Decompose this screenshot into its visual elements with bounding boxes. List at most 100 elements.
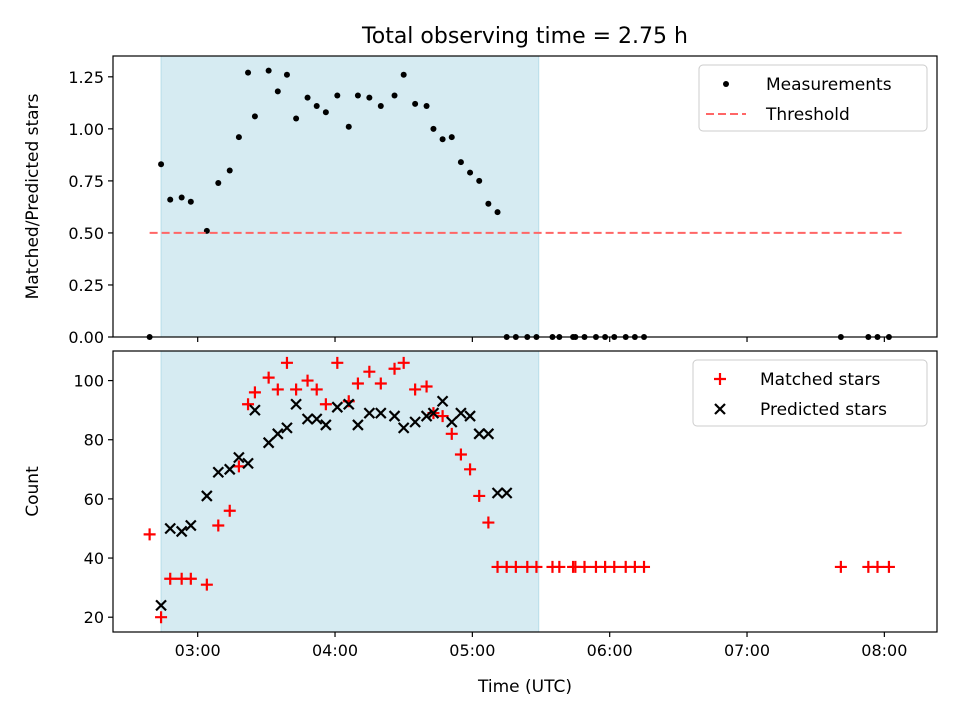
matched-stars-point: [397, 356, 410, 369]
measurement-point: [334, 92, 341, 99]
measurement-point: [439, 136, 446, 143]
matched-stars-point: [530, 560, 543, 573]
predicted-stars-point: [310, 413, 323, 425]
measurement-point: [265, 67, 272, 74]
y-tick-label: 0.00: [68, 328, 104, 347]
measurement-point: [400, 71, 407, 78]
matched-stars-point: [351, 377, 364, 390]
predicted-stars-point: [388, 410, 401, 422]
predicted-stars-point: [455, 407, 467, 419]
matched-stars-point: [223, 504, 236, 517]
y-axis-label: Count: [23, 466, 43, 517]
matched-stars-point: [473, 489, 486, 502]
matched-stars-point: [363, 365, 376, 378]
y-tick-label: 20: [84, 608, 104, 627]
legend-label: Predicted stars: [760, 400, 887, 420]
predicted-stars-point: [331, 401, 344, 413]
x-tick-label: 08:00: [861, 641, 907, 660]
measurement-point: [187, 198, 194, 205]
series-layer: [143, 356, 895, 624]
x-tick-label: 04:00: [312, 641, 358, 660]
measurement-point: [448, 134, 455, 141]
predicted-stars-point: [342, 398, 355, 411]
predicted-stars-point: [420, 410, 433, 422]
matched-stars-point: [164, 572, 177, 585]
figure-title: Total observing time = 2.75 h: [361, 24, 688, 49]
y-tick-label: 1.00: [68, 120, 104, 139]
y-tick-label: 1.25: [68, 68, 104, 87]
measurement-point: [313, 102, 320, 109]
y-tick-label: 0.50: [68, 224, 104, 243]
measurement-point: [354, 92, 361, 99]
legend-label: Measurements: [766, 75, 892, 95]
predicted-stars-point: [409, 416, 421, 428]
matched-stars-point: [578, 560, 591, 573]
matched-stars-point: [271, 383, 284, 396]
matched-stars-point: [420, 380, 433, 393]
matched-stars-point: [232, 460, 245, 473]
measurement-point: [412, 100, 419, 107]
legend-box: [698, 64, 928, 132]
legend: Matched stars Predicted stars: [692, 359, 928, 427]
matched-stars-point: [409, 383, 422, 396]
matched-stars-point: [331, 356, 344, 369]
matched-stars-point: [882, 560, 895, 573]
measurement-point: [494, 209, 501, 216]
measurement-point: [274, 88, 281, 95]
measurement-point: [366, 94, 373, 101]
matched-stars-point: [638, 560, 651, 573]
measurement-point: [476, 177, 483, 184]
predicted-stars-point: [320, 419, 332, 431]
matched-stars-point: [184, 572, 197, 585]
matched-stars-point: [248, 386, 261, 399]
measurement-point: [430, 125, 437, 132]
measurement-point: [467, 169, 474, 176]
predicted-stars-point: [491, 487, 504, 499]
predicted-stars-point: [262, 436, 275, 449]
predicted-stars-point: [201, 490, 213, 502]
y-tick-label: 100: [73, 372, 104, 391]
x-tick-label: 07:00: [724, 641, 770, 660]
predicted-stars-point: [155, 599, 167, 612]
y-tick-label: 0.75: [68, 172, 104, 191]
matched-stars-point: [509, 560, 522, 573]
matched-stars-point: [436, 410, 449, 423]
predicted-stars-point: [482, 428, 495, 440]
matched-stars-point: [608, 560, 621, 573]
measurement-point: [283, 71, 290, 78]
matched-stars-point: [301, 374, 314, 387]
predicted-stars-point: [427, 407, 440, 419]
matched-stars-point: [242, 398, 255, 411]
predicted-stars-point: [223, 463, 236, 476]
x-axis-label: Time (UTC): [477, 677, 572, 697]
predicted-stars-point: [445, 416, 458, 428]
legend-marker: [714, 373, 726, 385]
predicted-stars-point: [375, 407, 387, 419]
matched-stars-point: [388, 362, 401, 375]
shaded-interval: [160, 350, 540, 633]
plot-frame: [112, 55, 938, 338]
predicted-stars-point: [473, 428, 485, 440]
matched-stars-point: [319, 398, 332, 411]
y-axis-label: Matched/Predicted stars: [23, 93, 43, 299]
x-tick-label: 05:00: [449, 641, 495, 660]
predicted-stars-point: [249, 404, 261, 416]
matched-stars-point: [310, 383, 323, 396]
measurement-point: [322, 109, 329, 116]
ratio-panel: 0.00 0.25 0.50 0.75 1.00 1.25 Matched/Predicte…: [23, 55, 938, 347]
measurement-point: [377, 102, 384, 109]
legend-marker: [714, 403, 726, 415]
y-tick-label: 60: [84, 490, 104, 509]
measurement-point: [235, 134, 242, 141]
measurement-point: [226, 167, 233, 174]
y-tick-label: 40: [84, 549, 104, 568]
count-panel: 03:00 04:00 05:00 06:00 07:00 08:00 20 40 60 80 10…: [23, 350, 938, 660]
matched-stars-point: [374, 377, 387, 390]
measurement-point: [457, 159, 464, 166]
matched-stars-point: [445, 427, 458, 440]
legend-label: Matched stars: [760, 370, 880, 390]
measurement-point: [167, 196, 174, 203]
matched-stars-point: [143, 528, 156, 541]
legend-marker: [723, 81, 729, 87]
